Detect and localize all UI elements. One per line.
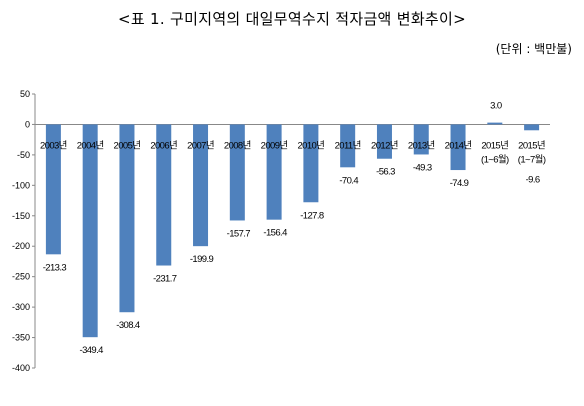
chart-title: <표 1. 구미지역의 대일무역수지 적자금액 변화추이>: [118, 10, 466, 28]
category-labels: 2003년 2004년 2005년 2006년 2007년 2008년 2009년 2010년…: [40, 140, 546, 165]
data-label: -156.4: [263, 228, 287, 239]
data-label: -49.3: [413, 162, 432, 173]
category-label: 2003년: [40, 140, 67, 151]
bar: [340, 124, 356, 168]
y-tick-label: -300: [12, 302, 30, 312]
bar: [487, 122, 503, 125]
category-label: 2012년: [371, 140, 398, 151]
bar: [229, 124, 245, 221]
y-tick-label: -350: [12, 333, 30, 343]
category-label: 2015년 (1~7월): [518, 140, 546, 165]
bar: [266, 124, 282, 220]
y-tick-label: -250: [12, 272, 30, 282]
data-label: 3.0: [490, 101, 502, 112]
data-label: -199.9: [190, 254, 214, 265]
data-label: -349.4: [80, 345, 104, 356]
bar: [156, 124, 172, 266]
category-label: 2004년: [77, 140, 104, 151]
data-label: -74.9: [450, 178, 469, 189]
y-tick-label: 50: [20, 89, 30, 99]
data-label: -127.8: [300, 210, 324, 221]
bar: [45, 124, 61, 255]
data-label: -9.6: [526, 174, 540, 185]
bar: [303, 124, 319, 203]
bar: [193, 124, 209, 247]
unit-label: (단위 : 백만불): [495, 42, 572, 56]
y-tick-label: -200: [12, 241, 30, 251]
category-label: 2011년: [335, 140, 361, 151]
y-tick-label: -50: [17, 150, 30, 160]
data-label: -56.3: [376, 167, 395, 178]
category-label: 2006년: [150, 140, 177, 151]
bar: [82, 124, 98, 338]
bar: [119, 124, 135, 313]
y-tick-label: -100: [12, 180, 30, 190]
data-label: -70.4: [339, 175, 358, 186]
y-tick-label: -150: [12, 211, 30, 221]
data-label: -213.3: [43, 262, 67, 273]
category-label: 2007년: [187, 140, 214, 151]
bar: [413, 124, 429, 155]
bars: [45, 122, 540, 338]
bar: [524, 124, 540, 131]
data-label: -231.7: [153, 274, 177, 285]
y-tick-label: 0: [25, 119, 30, 129]
data-label: -157.7: [227, 228, 251, 239]
category-label: 2005년: [114, 140, 141, 151]
category-label: 2013년: [408, 140, 435, 151]
y-tick-label: -400: [12, 363, 30, 373]
category-label: 2010년: [297, 140, 324, 151]
category-label: 2014년: [445, 140, 472, 151]
category-label: 2015년 (1~6월): [481, 140, 509, 165]
data-label: -308.4: [116, 320, 140, 331]
bar: [376, 124, 392, 159]
category-label: 2008년: [224, 140, 251, 151]
bar: [450, 124, 466, 171]
category-label: 2009년: [261, 140, 288, 151]
data-labels: -213.3 -349.4 -308.4 -231.7 -199.9 -157.7 -156…: [43, 101, 541, 357]
